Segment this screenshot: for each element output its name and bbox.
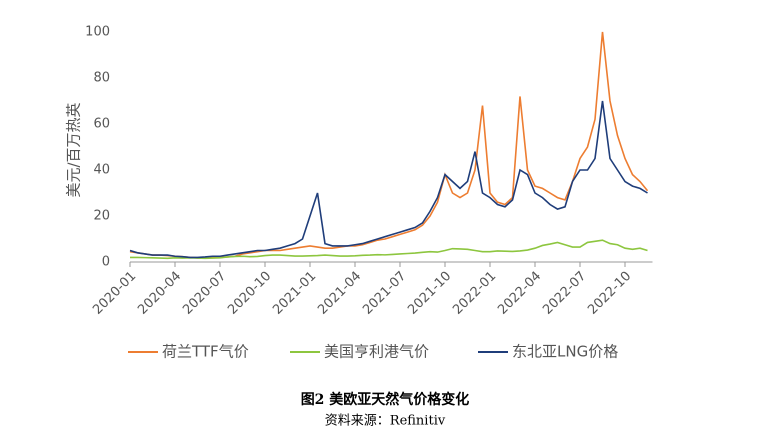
series-line xyxy=(129,31,649,259)
y-tick-label: 80 xyxy=(93,71,110,86)
y-axis-label: 美元/百万热英 xyxy=(65,102,83,197)
legend-label: 美国亨利港气价 xyxy=(324,343,429,361)
x-tick-label: 2021-01 xyxy=(270,269,319,318)
x-tick-label: 2021-04 xyxy=(315,269,364,318)
y-tick-label: 40 xyxy=(93,163,110,178)
legend-label: 荷兰TTF气价 xyxy=(162,343,249,361)
series-line xyxy=(130,239,648,260)
x-tick-label: 2020-01 xyxy=(90,269,139,318)
y-tick-label: 60 xyxy=(93,117,110,132)
x-tick-label: 2022-04 xyxy=(495,269,544,318)
x-tick-label: 2020-04 xyxy=(135,269,184,318)
caption: 图2 美欧亚天然气价格变化 xyxy=(301,391,470,408)
x-tick-label: 2022-07 xyxy=(540,269,589,318)
series-line xyxy=(129,100,648,259)
y-tick-label: 100 xyxy=(85,25,110,40)
x-tick-label: 2022-01 xyxy=(450,269,499,318)
x-tick-label: 2021-10 xyxy=(405,269,454,318)
x-tick-label: 2021-07 xyxy=(360,269,409,318)
legend-label: 东北亚LNG价格 xyxy=(512,343,618,361)
y-tick-label: 20 xyxy=(93,209,110,224)
source: 资料来源：Refinitiv xyxy=(325,414,446,429)
x-tick-label: 2020-07 xyxy=(180,269,229,318)
x-tick-label: 2020-10 xyxy=(225,269,274,318)
y-tick-label: 0 xyxy=(102,255,110,270)
x-tick-label: 2022-10 xyxy=(585,269,634,318)
